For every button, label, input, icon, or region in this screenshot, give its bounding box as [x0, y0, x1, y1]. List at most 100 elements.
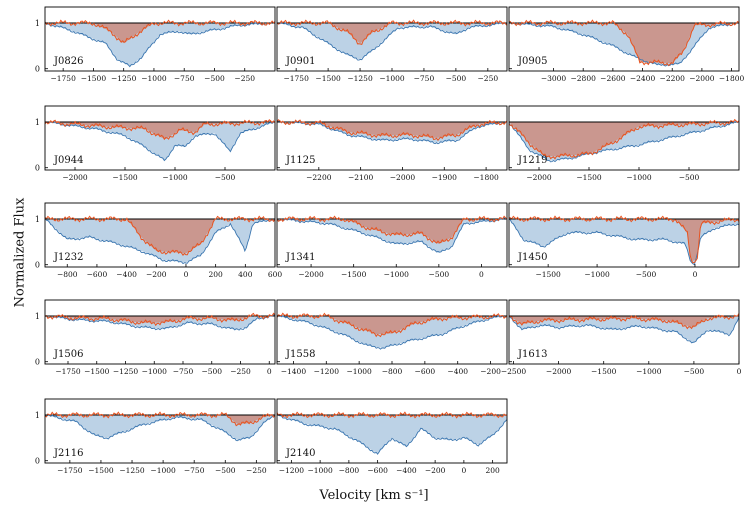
panel-frame [44, 299, 276, 365]
panel-J0826: 0 1 −1750 −1500 −1250 −1000 −750 −500 −250 J0826 [35, 6, 276, 83]
x-tick-label: 0 [693, 270, 698, 279]
x-tick-label: −1500 [576, 173, 602, 182]
x-tick-label: −1500 [315, 74, 341, 83]
model-series-J1613 [509, 313, 739, 330]
data-series-J1506 [45, 314, 275, 331]
x-tick-label: −1000 [384, 270, 410, 279]
x-tick-label: −1200 [279, 466, 305, 475]
data-fill-J0826 [45, 23, 275, 67]
panel-frame [508, 105, 740, 171]
x-tick-label: −1500 [341, 270, 367, 279]
data-fill-J2116 [45, 415, 275, 441]
data-series-J1613 [509, 315, 739, 344]
panel-plot-area [45, 119, 275, 162]
x-tick-label: −1750 [57, 466, 83, 475]
model-fill-J0944 [45, 122, 275, 139]
panel-plot-area [509, 19, 739, 67]
x-tick-label: −500 [204, 74, 225, 83]
x-tick-label: 0 [461, 466, 466, 475]
data-series-J2140 [277, 413, 507, 455]
model-series-J1219 [509, 118, 739, 160]
panel-plot-area [277, 119, 507, 145]
x-tick-label: −1000 [379, 74, 405, 83]
panel-label: J0905 [517, 56, 547, 67]
x-tick-label: −600 [367, 466, 388, 475]
data-series-J0826 [45, 21, 275, 68]
panel-label: J1613 [517, 349, 547, 360]
panel-label: J2140 [285, 448, 315, 459]
x-tick-label: −2000 [546, 367, 572, 376]
x-tick-label: −500 [429, 270, 450, 279]
x-tick-label: −3000 [541, 74, 567, 83]
x-tick-label: −1250 [111, 74, 137, 83]
x-tick-label: −2500 [501, 367, 527, 376]
x-tick-label: −500 [679, 173, 700, 182]
y-tick-label: 0 [35, 457, 40, 466]
panel-J1219: −2000 −1500 −1000 −500 J1219 [508, 105, 740, 182]
x-tick-label: −1250 [113, 367, 139, 376]
x-tick-label: −1250 [347, 74, 373, 83]
x-tick-label: −1000 [584, 270, 610, 279]
x-tick-label: −750 [174, 74, 195, 83]
x-tick-label: −1000 [346, 367, 372, 376]
panel-plot-area [277, 215, 507, 253]
panel-plot-area [45, 312, 275, 331]
x-tick-label: −1750 [55, 367, 81, 376]
panel-label: J1125 [285, 155, 315, 166]
x-tick-label: −1750 [283, 74, 309, 83]
x-tick-label: −750 [173, 367, 194, 376]
x-tick-label: −2200 [306, 173, 332, 182]
data-fill-J2140 [277, 415, 507, 454]
x-tick-label: −2000 [62, 173, 88, 182]
x-tick-label: −1500 [88, 466, 114, 475]
x-tick-label: −1000 [626, 173, 652, 182]
panel-J1341: −2000 −1500 −1000 −500 0 J1341 [276, 202, 508, 279]
x-tick-label: −2000 [689, 74, 715, 83]
panel-frame [508, 6, 740, 72]
x-tick-label: −400 [396, 466, 417, 475]
model-series-J1232 [45, 215, 275, 257]
model-fill-J2116 [45, 415, 275, 425]
data-series-J1341 [277, 217, 507, 253]
x-tick-label: −2600 [600, 74, 626, 83]
y-tick-label: 0 [35, 358, 40, 367]
x-tick-label: −500 [636, 270, 657, 279]
x-tick-label: 600 [268, 270, 283, 279]
x-tick-label: −1500 [591, 367, 617, 376]
x-tick-label: −1900 [432, 173, 458, 182]
panel-label: J0826 [53, 56, 83, 67]
x-tick-label: 400 [238, 270, 253, 279]
x-tick-label: −250 [478, 74, 499, 83]
x-tick-label: −1800 [473, 173, 499, 182]
panel-label: J1341 [285, 252, 315, 263]
data-series-J1219 [509, 121, 739, 163]
model-series-J2140 [277, 411, 507, 419]
panel-frame [44, 105, 276, 171]
x-tick-label: −2000 [526, 173, 552, 182]
panel-label: J1506 [53, 349, 83, 360]
panel-J1125: −2200 −2100 −2000 −1900 −1800 J1125 [276, 105, 508, 182]
y-tick-label: 1 [35, 19, 40, 28]
model-series-J0944 [45, 119, 275, 141]
x-tick-label: −2000 [390, 173, 416, 182]
y-tick-label: 0 [35, 261, 40, 270]
x-tick-label: −800 [382, 367, 403, 376]
x-tick-label: −600 [415, 367, 436, 376]
x-tick-label: −1000 [150, 466, 176, 475]
panel-J2116: 0 1 −1750 −1500 −1250 −1000 −750 −500 −250 J2116 [35, 398, 276, 475]
y-tick-label: 1 [35, 411, 40, 420]
x-tick-label: 200 [485, 466, 500, 475]
data-fill-J1450 [509, 219, 739, 264]
x-tick-label: −800 [57, 270, 78, 279]
x-tick-label: −2000 [298, 270, 324, 279]
data-series-J0901 [277, 21, 507, 61]
panel-J2140: −1200 −1000 −800 −600 −400 −200 0 200 J2140 [276, 398, 508, 475]
y-tick-label: 1 [35, 215, 40, 224]
panel-label: J1219 [517, 155, 547, 166]
x-tick-label: −1250 [119, 466, 145, 475]
panel-plot-area [277, 19, 507, 61]
panel-frame [44, 398, 276, 464]
x-tick-label: −750 [184, 466, 205, 475]
panel-frame [44, 6, 276, 72]
